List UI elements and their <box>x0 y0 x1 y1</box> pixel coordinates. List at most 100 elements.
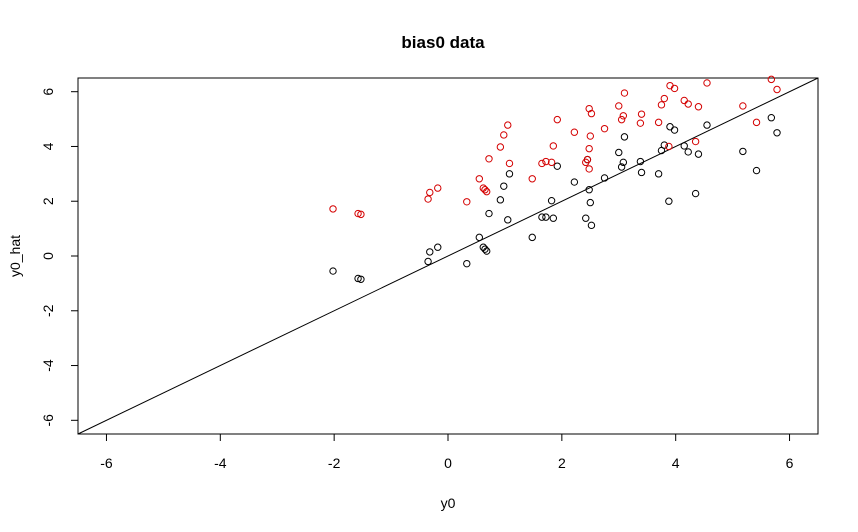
data-point-y0_hat_biased <box>616 103 622 109</box>
x-tick-label: 4 <box>672 455 680 471</box>
x-tick-label: -2 <box>328 455 341 471</box>
y-axis-label: y0_hat <box>7 235 23 277</box>
data-point-y0_hat <box>768 115 774 121</box>
data-point-y0_hat <box>681 143 687 149</box>
data-point-y0_hat_biased <box>427 189 433 195</box>
data-point-y0_hat_biased <box>476 176 482 182</box>
data-point-y0_hat <box>666 198 672 204</box>
data-point-y0_hat_biased <box>464 199 470 205</box>
data-point-y0_hat <box>505 217 511 223</box>
data-point-y0_hat <box>484 248 490 254</box>
x-axis: -6 -4 -2 0 2 4 6 <box>100 434 793 471</box>
chart-title: bias0 data <box>401 33 485 52</box>
data-point-y0_hat <box>583 215 589 221</box>
data-point-y0_hat_biased <box>435 185 441 191</box>
data-point-y0_hat_biased <box>704 80 710 86</box>
data-point-y0_hat <box>464 260 470 266</box>
data-point-y0_hat_biased <box>550 143 556 149</box>
data-point-y0_hat <box>774 130 780 136</box>
data-point-y0_hat_biased <box>425 196 431 202</box>
data-point-y0_hat <box>685 149 691 155</box>
x-tick-label: 6 <box>786 455 794 471</box>
data-point-y0_hat <box>621 134 627 140</box>
data-point-y0_hat_biased <box>661 95 667 101</box>
y-tick-label: -2 <box>40 304 56 317</box>
data-point-y0_hat_biased <box>486 156 492 162</box>
data-point-y0_hat_biased <box>637 120 643 126</box>
data-point-y0_hat <box>571 179 577 185</box>
x-axis-label: y0 <box>441 495 456 511</box>
y-tick-label: 0 <box>40 252 56 260</box>
data-point-y0_hat_biased <box>692 138 698 144</box>
data-point-y0_hat_biased <box>505 122 511 128</box>
data-point-y0_hat <box>497 197 503 203</box>
data-point-y0_hat_biased <box>655 119 661 125</box>
data-point-y0_hat <box>655 171 661 177</box>
data-point-y0_hat <box>425 258 431 264</box>
data-point-y0_hat <box>587 199 593 205</box>
y-tick-label: 6 <box>40 88 56 96</box>
points-layer <box>330 76 780 282</box>
data-point-y0_hat <box>476 234 482 240</box>
data-point-y0_hat <box>480 244 486 250</box>
data-point-y0_hat <box>695 151 701 157</box>
data-point-y0_hat_biased <box>620 113 626 119</box>
x-tick-label: 0 <box>444 455 452 471</box>
y-axis: -6 -4 -2 0 2 4 6 <box>40 88 78 427</box>
data-point-y0_hat <box>554 163 560 169</box>
x-tick-label: -6 <box>100 455 113 471</box>
data-point-y0_hat <box>427 249 433 255</box>
data-point-y0_hat_biased <box>539 160 545 166</box>
data-point-y0_hat_biased <box>681 97 687 103</box>
data-point-y0_hat <box>753 167 759 173</box>
data-point-y0_hat <box>486 210 492 216</box>
data-point-y0_hat_biased <box>587 133 593 139</box>
data-point-y0_hat_biased <box>497 144 503 150</box>
data-point-y0_hat <box>548 197 554 203</box>
data-point-y0_hat <box>506 171 512 177</box>
data-point-y0_hat <box>704 122 710 128</box>
data-point-y0_hat_biased <box>554 116 560 122</box>
data-point-y0_hat <box>482 246 488 252</box>
data-point-y0_hat_biased <box>330 206 336 212</box>
data-point-y0_hat <box>529 234 535 240</box>
data-point-y0_hat_biased <box>571 129 577 135</box>
x-tick-label: -4 <box>214 455 227 471</box>
data-point-y0_hat <box>667 124 673 130</box>
data-point-y0_hat_biased <box>774 86 780 92</box>
data-point-y0_hat_biased <box>618 116 624 122</box>
data-point-y0_hat <box>330 268 336 274</box>
data-point-y0_hat_biased <box>501 132 507 138</box>
data-point-y0_hat <box>588 222 594 228</box>
data-point-y0_hat <box>543 214 549 220</box>
data-point-y0_hat <box>740 148 746 154</box>
data-point-y0_hat_biased <box>529 176 535 182</box>
y-tick-label: 4 <box>40 142 56 150</box>
data-point-y0_hat_biased <box>638 111 644 117</box>
data-point-y0_hat_biased <box>695 104 701 110</box>
data-point-y0_hat_biased <box>601 125 607 131</box>
y-tick-label: -4 <box>40 359 56 372</box>
data-point-y0_hat <box>616 149 622 155</box>
data-point-y0_hat_biased <box>621 90 627 96</box>
data-point-y0_hat <box>550 215 556 221</box>
data-point-y0_hat <box>692 190 698 196</box>
data-point-y0_hat_biased <box>586 145 592 151</box>
data-point-y0_hat_biased <box>685 101 691 107</box>
data-point-y0_hat_biased <box>666 143 672 149</box>
data-point-y0_hat <box>501 183 507 189</box>
data-point-y0_hat <box>661 142 667 148</box>
data-point-y0_hat <box>638 169 644 175</box>
reference-line <box>78 78 818 434</box>
data-point-y0_hat_biased <box>740 103 746 109</box>
data-point-y0_hat_biased <box>753 119 759 125</box>
data-point-y0_hat <box>435 244 441 250</box>
data-point-y0_hat_biased <box>658 102 664 108</box>
data-point-y0_hat <box>671 127 677 133</box>
x-tick-label: 2 <box>558 455 566 471</box>
data-point-y0_hat_biased <box>482 187 488 193</box>
data-point-y0_hat <box>586 187 592 193</box>
reference-line-layer <box>78 78 818 434</box>
data-point-y0_hat_biased <box>768 76 774 82</box>
